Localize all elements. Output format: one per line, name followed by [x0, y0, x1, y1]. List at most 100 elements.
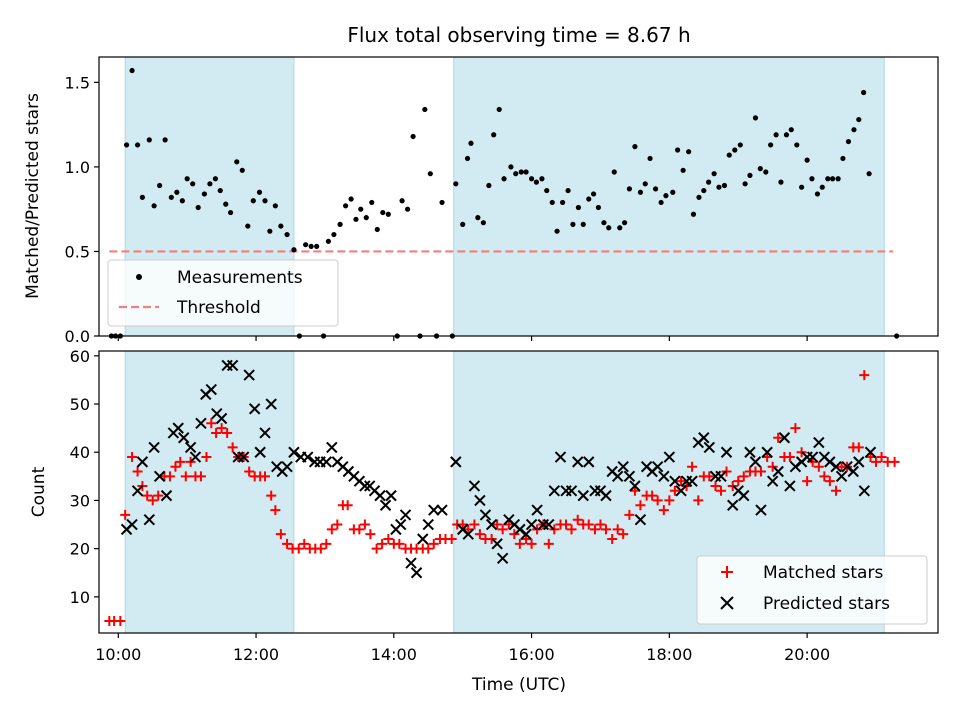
matched-star-point: [457, 519, 468, 530]
x-axis-label: Time (UTC): [471, 675, 566, 695]
measurement-point: [580, 221, 586, 227]
predicted-star-point: [813, 436, 825, 449]
measurement-point: [250, 198, 256, 204]
measurement-point: [399, 198, 405, 204]
predicted-star-point: [153, 470, 166, 483]
predicted-star-point: [417, 533, 429, 545]
legend-measurements-marker: [136, 274, 142, 280]
predicted-star-point: [720, 446, 733, 458]
matched-star-point: [299, 538, 310, 549]
bottom-panel: 10 20 30 40 50 60 10:00 12:00 14:00 16:00 18:00 20…: [29, 347, 939, 695]
predicted-star-point: [468, 480, 481, 492]
measurement-point: [284, 231, 290, 238]
predicted-star-point: [254, 446, 266, 458]
matched-star-point: [270, 505, 281, 516]
measurement-point: [757, 166, 763, 172]
measurement-point: [658, 199, 664, 206]
matched-star-point: [446, 534, 457, 544]
bottom-legend: Matched stars Predicted stars: [696, 555, 928, 625]
matched-star-point: [469, 519, 480, 530]
top-legend: Measurements Threshold: [107, 259, 339, 327]
matched-star-point: [428, 538, 439, 549]
measurement-point: [496, 106, 502, 113]
measurement-point: [747, 172, 753, 178]
measurement-point: [325, 238, 331, 244]
matched-star-point: [315, 543, 326, 554]
predicted-star-point: [629, 480, 641, 492]
predicted-star-point: [847, 465, 859, 478]
predicted-star-point: [395, 518, 407, 531]
measurement-point: [123, 142, 130, 148]
predicted-star-point: [565, 485, 578, 497]
predicted-star-point: [450, 456, 462, 468]
predicted-star-point: [160, 489, 173, 502]
measurement-point: [464, 155, 471, 162]
matched-star-point: [647, 490, 658, 501]
bottom-xtick-label: 20:00: [784, 645, 830, 664]
matched-star-point: [492, 519, 503, 530]
matched-star-point: [802, 476, 813, 487]
measurement-point: [814, 191, 821, 197]
matched-star-point: [704, 471, 715, 482]
predicted-star-point: [543, 518, 555, 531]
matched-star-point: [853, 442, 864, 453]
measurement-point: [410, 133, 416, 140]
predicted-star-point: [864, 446, 877, 458]
predicted-star-point: [698, 432, 710, 444]
measurement-point: [168, 194, 174, 200]
matched-star-point: [115, 615, 126, 626]
matched-star-point: [211, 427, 222, 438]
measurement-point: [533, 179, 540, 185]
predicted-star-point: [172, 422, 184, 434]
bottom-legend-box: [696, 555, 928, 625]
matched-star-point: [738, 471, 749, 482]
measurement-point: [272, 203, 278, 209]
matched-star-point: [561, 519, 572, 530]
measurement-point: [690, 211, 697, 217]
measurement-point: [706, 179, 712, 185]
matched-star-point: [710, 480, 721, 491]
measurement-point: [480, 220, 486, 226]
matched-star-point: [474, 529, 485, 540]
predicted-star-point: [405, 557, 417, 569]
measurement-point: [217, 187, 223, 194]
predicted-star-point: [806, 451, 819, 463]
measurement-point: [752, 115, 759, 121]
measurement-point: [606, 225, 612, 231]
measurement-point: [637, 189, 644, 195]
predicted-star-point: [686, 475, 698, 487]
measurement-point: [809, 176, 815, 182]
measurement-point: [701, 187, 707, 194]
matched-star-point: [889, 456, 900, 467]
measurement-point: [404, 206, 411, 212]
matched-star-point: [342, 500, 353, 511]
matched-star-point: [354, 524, 365, 535]
predicted-star-point: [830, 460, 842, 473]
measurement-point: [554, 228, 560, 234]
measurement-point: [539, 176, 545, 182]
top-ytick-label: 1.0: [65, 158, 90, 177]
measurement-point: [501, 176, 507, 182]
matched-star-point: [222, 427, 233, 438]
bottom-xtick-label: 18:00: [646, 645, 692, 664]
predicted-star-point: [577, 489, 589, 502]
measurement-point: [663, 193, 669, 199]
top-panel: 0.0 0.5 1.0 1.5 Matched/Predicted stars Mea…: [23, 56, 939, 346]
measurement-point: [851, 127, 857, 133]
matched-star-point: [681, 480, 692, 491]
matched-star-point: [583, 519, 594, 530]
measurement-point: [726, 152, 732, 158]
measurement-point: [343, 203, 349, 209]
matched-star-point: [566, 524, 577, 535]
matched-star-point: [652, 495, 663, 506]
measurement-point: [601, 220, 607, 226]
measurement-point: [278, 223, 284, 229]
matched-star-point: [658, 505, 669, 516]
predicted-star-point: [195, 417, 207, 430]
predicted-star-point: [623, 470, 636, 483]
matched-star-point: [721, 466, 732, 477]
measurement-point: [721, 182, 728, 189]
measurement-point: [513, 171, 519, 177]
matched-star-point: [549, 524, 560, 535]
predicted-star-point: [374, 489, 386, 502]
